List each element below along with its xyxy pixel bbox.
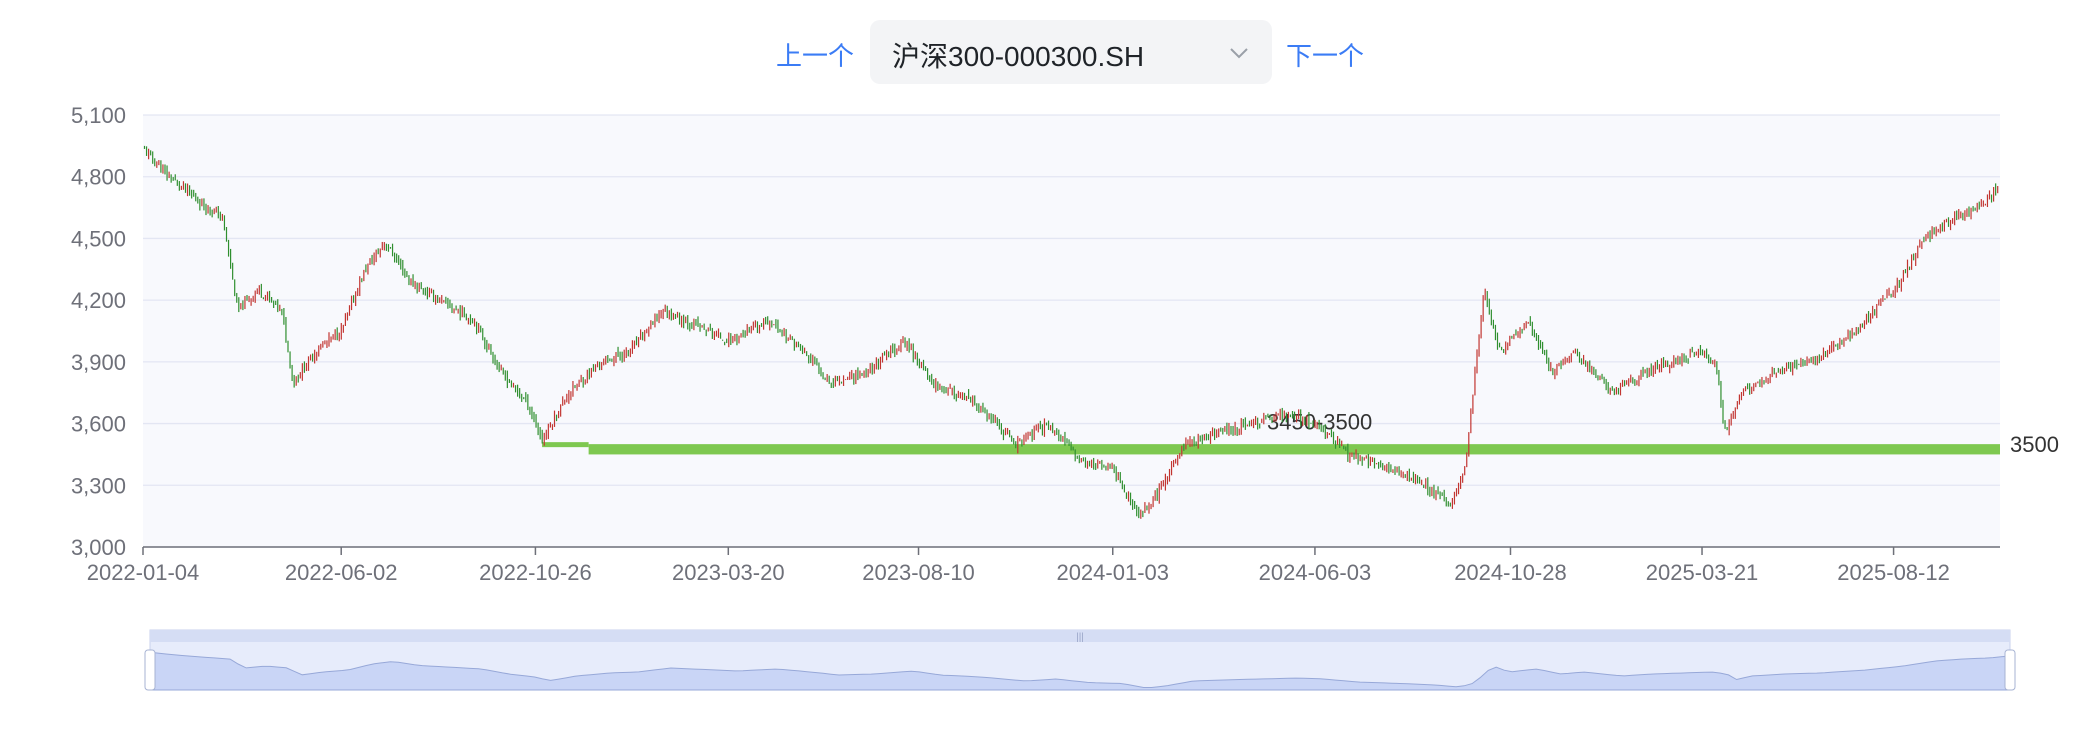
y-tick-label: 3,600 <box>71 412 126 437</box>
selected-symbol: 沪深300-000300.SH <box>892 41 1145 72</box>
x-tick-label: 2025-08-12 <box>1837 560 1950 585</box>
zoom-left-handle <box>144 649 156 691</box>
next-button[interactable]: 下一个 <box>1286 41 1365 71</box>
y-tick-label: 4,800 <box>71 165 126 190</box>
band-zone <box>588 444 2001 455</box>
x-tick-label: 2024-10-28 <box>1454 560 1567 585</box>
y-tick-label: 5,100 <box>71 103 126 128</box>
x-tick-label: 2024-01-03 <box>1056 560 1169 585</box>
y-tick-label: 4,500 <box>71 226 126 251</box>
prev-button[interactable]: 上一个 <box>776 41 855 71</box>
x-tick-label: 2022-06-02 <box>285 560 398 585</box>
band-start <box>542 442 589 448</box>
x-tick-label: 2023-03-20 <box>672 560 785 585</box>
y-tick-label: 3,300 <box>71 473 126 498</box>
y-axis: 3,000 3,300 3,600 3,900 4,200 4,500 4,800 5,100 <box>71 103 126 560</box>
x-tick-label: 2023-08-10 <box>862 560 975 585</box>
symbol-select[interactable]: 沪深300-000300.SH <box>870 20 1272 84</box>
zoom-preview <box>149 651 2011 691</box>
y-tick-label: 4,200 <box>71 288 126 313</box>
x-tick-label: 2024-06-03 <box>1259 560 1372 585</box>
zoom-grip: ||| <box>1076 632 1084 643</box>
x-tick-label: 2022-01-04 <box>87 560 200 585</box>
datazoom-slider[interactable]: ||| <box>144 629 2016 691</box>
x-tick-label: 2022-10-26 <box>479 560 592 585</box>
x-tick-label: 2025-03-21 <box>1646 560 1759 585</box>
zoom-right-handle <box>2004 649 2016 691</box>
band-right-label: 3500 <box>2010 432 2059 457</box>
y-tick-label: 3,900 <box>71 350 126 375</box>
x-axis: 2022-01-04 2022-06-02 2022-10-26 2023-03-20… <box>87 546 2000 585</box>
toolbar: 上一个 沪深300-000300.SH 下一个 <box>0 20 2078 84</box>
plot-area <box>143 115 2000 547</box>
candles <box>143 145 1999 519</box>
zoom-handle-bar <box>150 630 2010 642</box>
chevron-down-icon <box>1230 48 1248 59</box>
y-tick-label: 3,000 <box>71 535 126 560</box>
